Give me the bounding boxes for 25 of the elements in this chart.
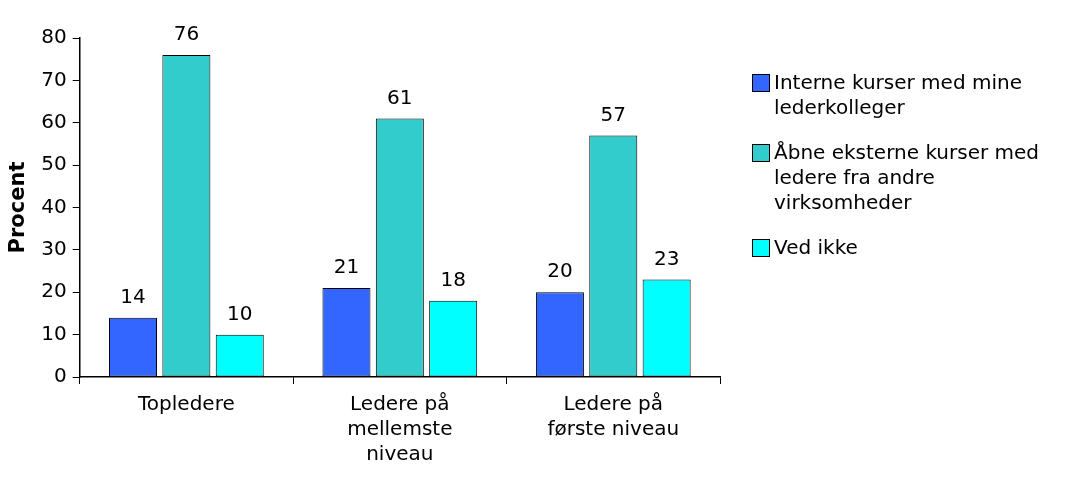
data-label: 18 bbox=[440, 266, 466, 291]
data-label: 10 bbox=[227, 300, 253, 325]
y-tick-label: 20 bbox=[41, 278, 67, 303]
data-label: 14 bbox=[120, 283, 146, 308]
data-label: 61 bbox=[387, 84, 413, 109]
x-tick-label: Ledere på første niveau bbox=[547, 390, 680, 440]
y-tick-label: 80 bbox=[41, 24, 67, 49]
data-label: 23 bbox=[653, 245, 680, 270]
y-tick-label: 50 bbox=[41, 151, 67, 176]
data-label: 57 bbox=[600, 101, 626, 126]
y-tick-label: 40 bbox=[41, 193, 67, 218]
y-tick-label: 30 bbox=[41, 236, 67, 261]
y-axis-title: Procent bbox=[5, 161, 30, 254]
x-tick-label: Ledere på mellemste niveau bbox=[347, 390, 453, 465]
legend-label: Ved ikke bbox=[774, 235, 858, 260]
data-label: 21 bbox=[333, 254, 360, 279]
x-tick-label: Topledere bbox=[137, 390, 235, 415]
data-label: 20 bbox=[547, 258, 573, 283]
legend-label: Interne kurser med mine lederkolleger bbox=[774, 70, 1023, 120]
legend-label: Åbne eksterne kurser med ledere fra andre virksomheder bbox=[774, 140, 1041, 215]
y-tick-label: 10 bbox=[41, 320, 67, 345]
y-tick-label: 60 bbox=[41, 108, 67, 133]
y-tick-label: 70 bbox=[41, 66, 67, 91]
y-tick-label: 0 bbox=[53, 363, 67, 388]
data-label: 76 bbox=[173, 21, 200, 46]
